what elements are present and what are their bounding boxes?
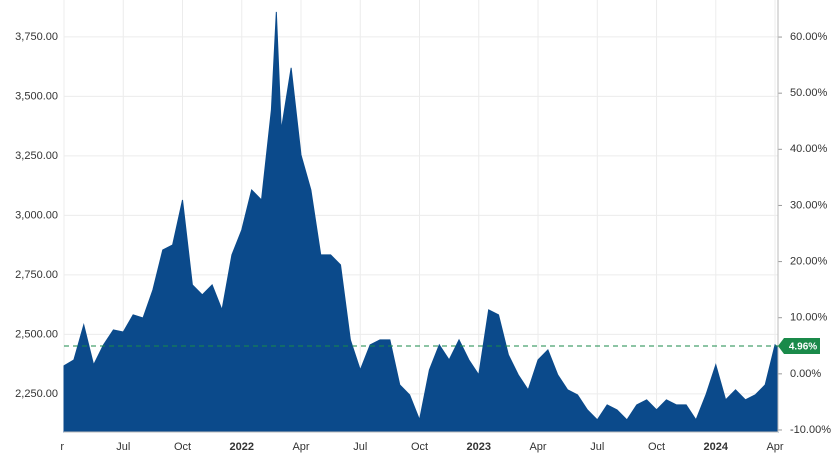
y-tick-label: 3,750.00 [15,31,58,43]
area [63,11,779,433]
y2-tick-label: 30.00% [790,199,828,211]
y2-tick-label: 0.00% [790,368,821,380]
x-tick-label: Oct [648,441,665,453]
x-tick-label: Apr [766,441,783,453]
x-tick-label: 2022 [230,441,254,453]
x-tick-label: 2024 [704,441,729,453]
value-badge [778,338,820,355]
x-tick-label: r [60,441,64,453]
value-badge-label: 4.96% [789,342,817,353]
x-tick-label: Apr [292,441,309,453]
x-tick-label: Oct [411,441,428,453]
y-tick-label: 3,500.00 [15,90,58,102]
x-tick-label: Jul [353,441,367,453]
y2-tick-label: 20.00% [790,255,828,267]
x-tick-label: Jul [590,441,604,453]
y-tick-label: 3,000.00 [15,209,58,221]
y2-tick-label: 60.00% [790,31,828,43]
x-tick-label: Jul [116,441,130,453]
y2-tick-label: -10.00% [790,424,831,436]
y-tick-label: 2,500.00 [15,328,58,340]
y-tick-label: 3,250.00 [15,150,58,162]
y2-tick-label: 10.00% [790,312,828,324]
y-tick-label: 2,250.00 [15,388,58,400]
x-tick-label: Oct [174,441,191,453]
y2-tick-label: 40.00% [790,143,828,155]
x-tick-label: Apr [529,441,546,453]
x-tick-label: 2023 [467,441,491,453]
y2-tick-label: 50.00% [790,87,828,99]
y-tick-label: 2,750.00 [15,269,58,281]
